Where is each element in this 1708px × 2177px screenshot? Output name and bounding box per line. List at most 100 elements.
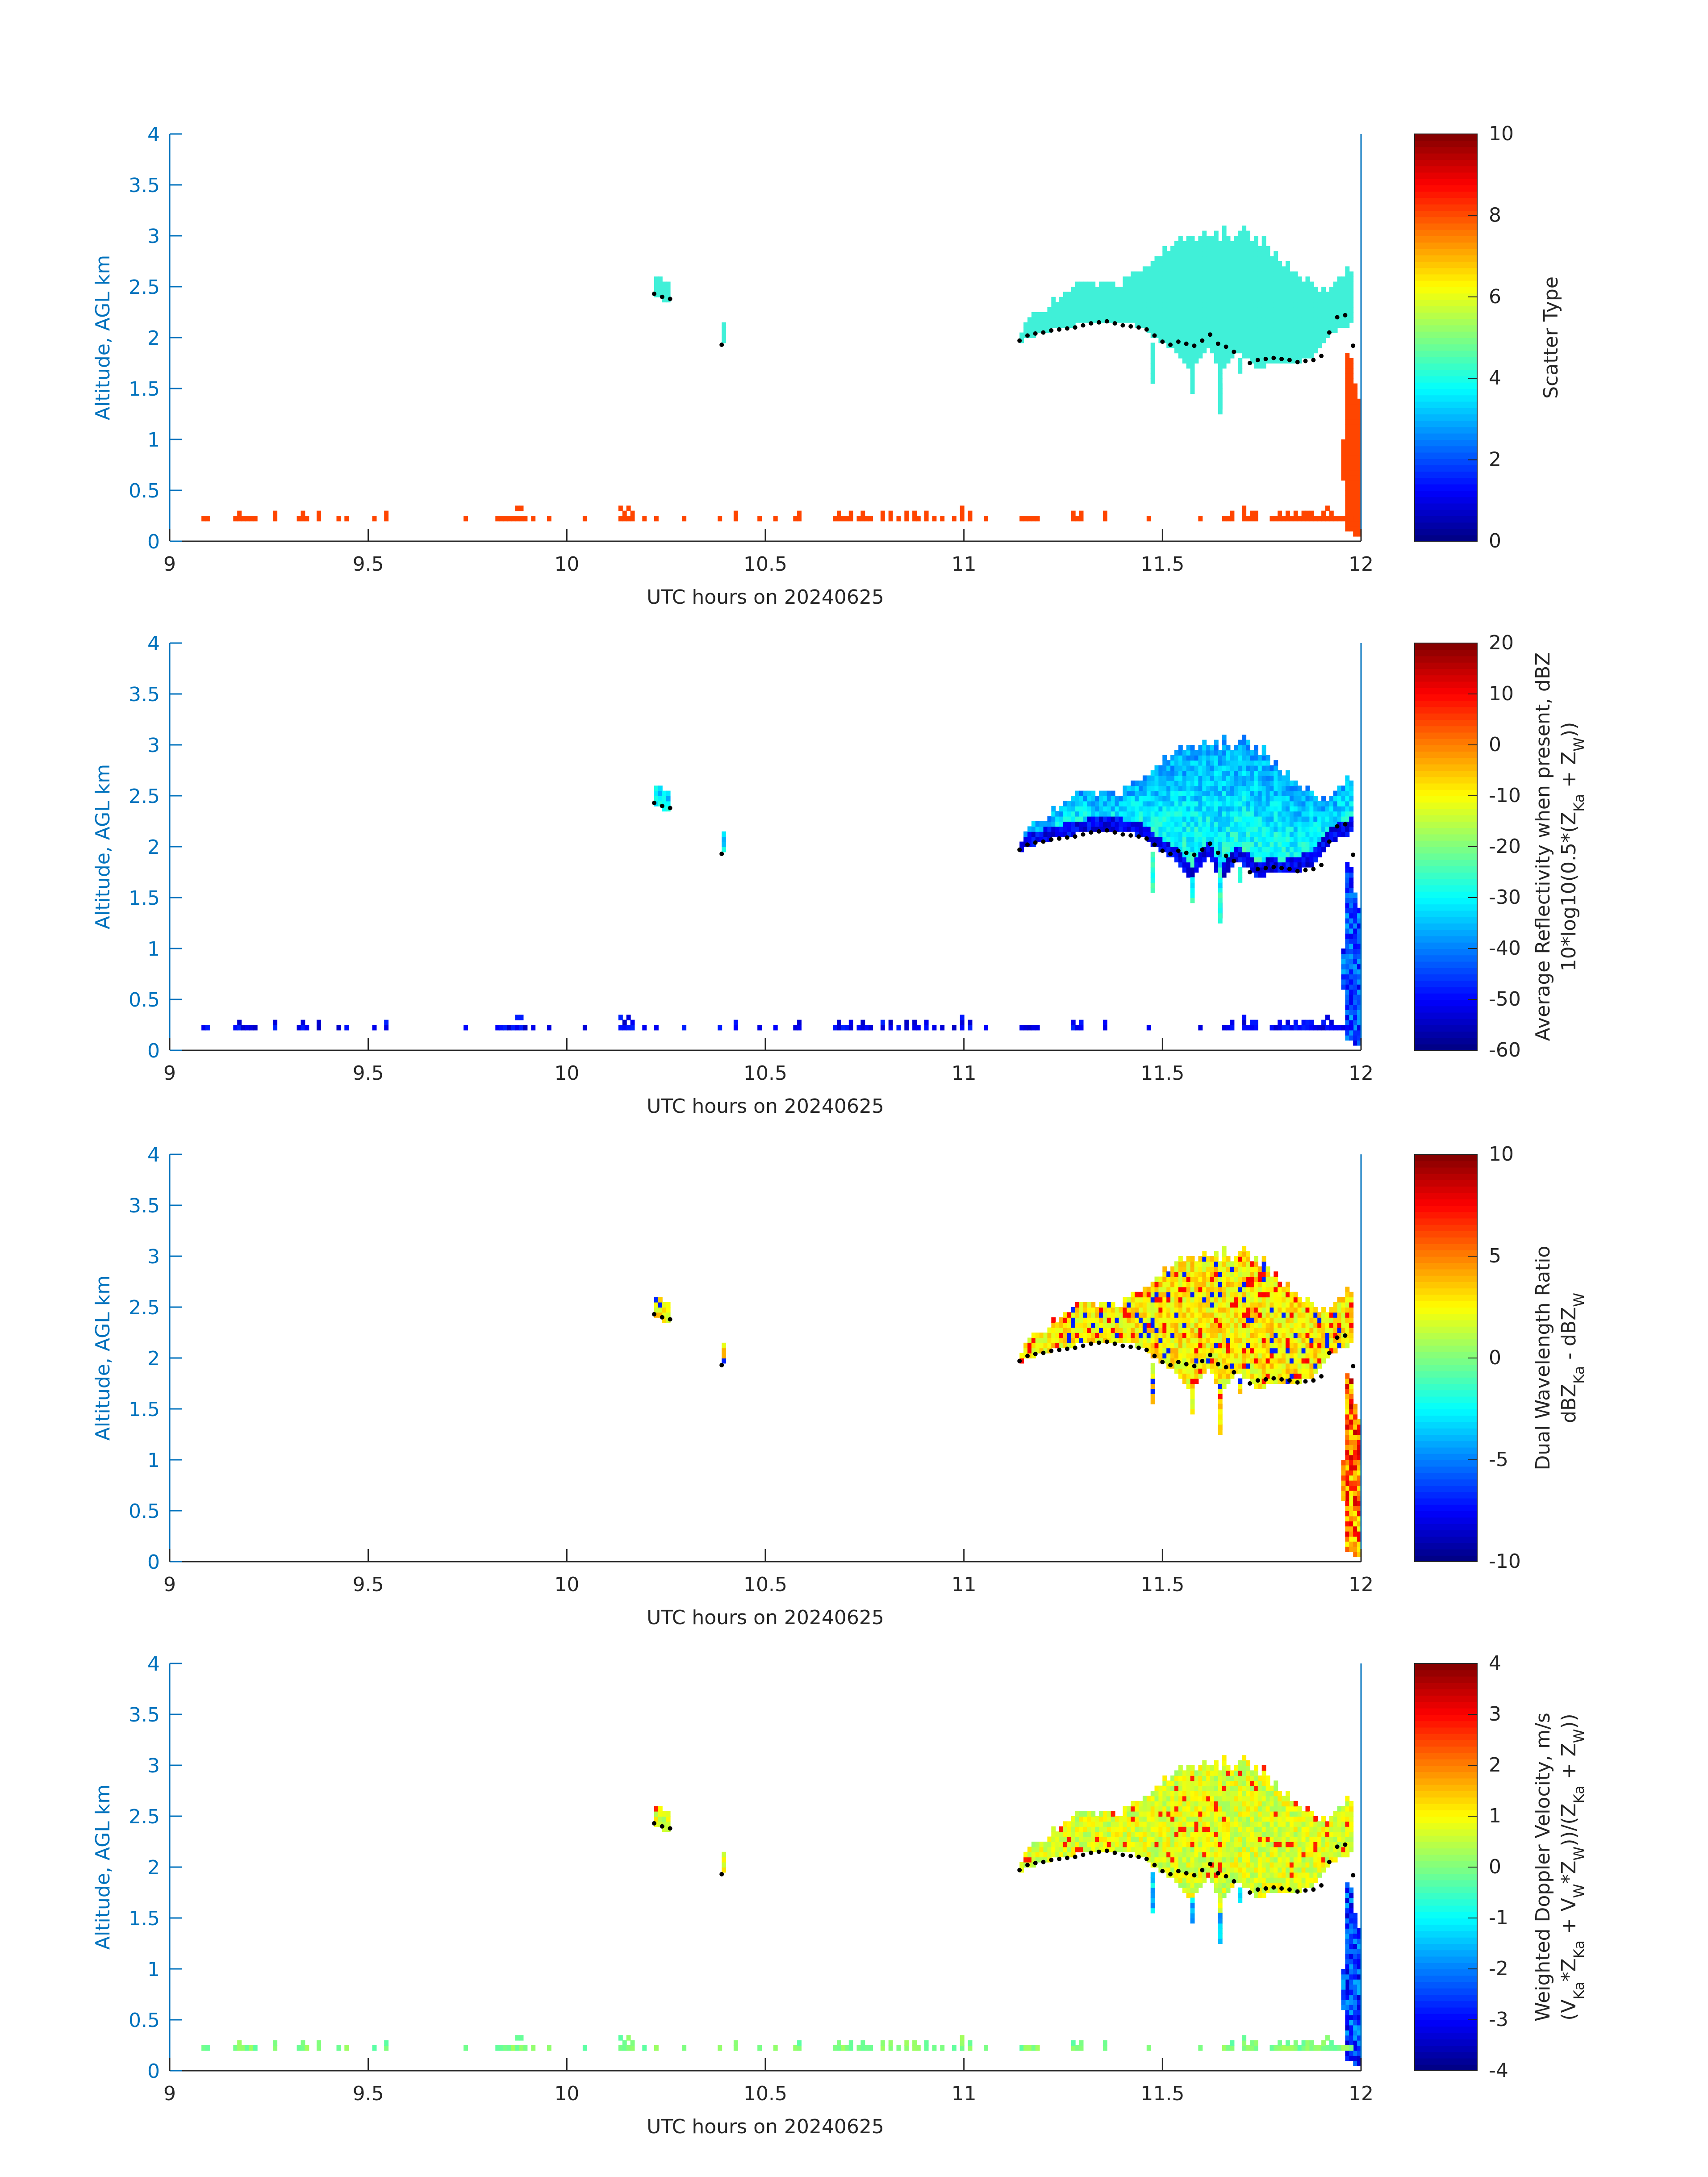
heatmap-cell	[1297, 292, 1302, 297]
heatmap-cell	[1226, 836, 1231, 842]
heatmap-cell	[1206, 1282, 1211, 1287]
heatmap-cell	[1261, 841, 1266, 847]
heatmap-cell	[1218, 1348, 1223, 1354]
heatmap-cell	[1250, 256, 1254, 262]
heatmap-cell	[1146, 801, 1151, 806]
heatmap-cell	[1333, 281, 1338, 287]
heatmap-cell	[1257, 1282, 1262, 1287]
heatmap-cell	[1301, 1373, 1306, 1379]
heatmap-cell	[1190, 786, 1195, 791]
heatmap-cell	[1218, 327, 1223, 333]
heatmap-cell	[1071, 1333, 1076, 1338]
heatmap-cell	[1079, 1302, 1084, 1308]
heatmap-cell	[1166, 317, 1171, 323]
heatmap-cell	[662, 796, 667, 802]
heatmap-cell	[1123, 317, 1128, 323]
colorbar-segment	[1415, 178, 1477, 185]
heatmap-cell	[1178, 338, 1183, 343]
heatmap-cell	[1305, 1353, 1310, 1358]
colorbar-tick-label: -30	[1489, 886, 1521, 909]
heatmap-cell	[1214, 271, 1219, 277]
heatmap-cell	[722, 332, 727, 338]
heatmap-cell	[1341, 979, 1346, 985]
heatmap-cell	[1261, 1368, 1266, 1374]
heatmap-cell	[1250, 276, 1254, 282]
heatmap-cell	[1123, 806, 1128, 812]
heatmap-cell	[1325, 1348, 1330, 1354]
heatmap-cell	[1282, 317, 1286, 323]
heatmap-cell	[1059, 302, 1064, 308]
heatmap-cell	[1289, 343, 1294, 348]
heatmap-cell	[1170, 775, 1175, 781]
heatmap-cell	[1142, 1312, 1147, 1318]
heatmap-cell	[1309, 312, 1314, 318]
heatmap-cell	[1349, 393, 1354, 399]
heatmap-cell	[1178, 1266, 1183, 1272]
heatmap-cell	[1321, 1337, 1326, 1343]
heatmap-cell	[1337, 786, 1342, 791]
heatmap-cell	[1178, 1317, 1183, 1323]
heatmap-cell	[1246, 1322, 1250, 1328]
heatmap-cell	[1309, 1373, 1314, 1379]
heatmap-cell	[1261, 1297, 1266, 1303]
heatmap-cell	[1190, 841, 1195, 847]
heatmap-cell	[1305, 862, 1310, 868]
heatmap-cell	[1170, 1276, 1175, 1282]
heatmap-cell	[1305, 281, 1310, 287]
cloud-base-dot	[1200, 338, 1205, 343]
heatmap-cell	[1226, 796, 1231, 802]
heatmap-cell	[1222, 1246, 1227, 1252]
heatmap-cell	[1349, 806, 1354, 812]
heatmap-cell	[1246, 516, 1250, 522]
heatmap-cell	[666, 281, 671, 287]
heatmap-cell	[984, 1025, 988, 1031]
heatmap-cell	[1091, 1302, 1096, 1308]
heatmap-cell	[1150, 292, 1155, 297]
heatmap-cell	[1174, 1297, 1179, 1303]
heatmap-cell	[1297, 786, 1302, 791]
heatmap-cell	[1226, 1261, 1231, 1267]
heatmap-cell	[880, 516, 885, 522]
heatmap-cell	[1305, 857, 1310, 863]
heatmap-cell	[1353, 419, 1358, 425]
heatmap-cell	[1293, 332, 1298, 338]
heatmap-cell	[1186, 1353, 1191, 1358]
heatmap-cell	[1182, 750, 1187, 756]
heatmap-cell	[1234, 826, 1239, 832]
heatmap-cell	[1317, 821, 1322, 827]
heatmap-cell	[1270, 1317, 1274, 1323]
heatmap-cell	[1059, 1342, 1064, 1349]
heatmap-cell	[1055, 1337, 1060, 1343]
heatmap-cell	[1341, 953, 1346, 959]
heatmap-cell	[1150, 826, 1155, 832]
heatmap-cell	[1349, 1500, 1354, 1506]
heatmap-cell	[1297, 862, 1302, 868]
heatmap-cell	[1305, 847, 1310, 852]
heatmap-cell	[1226, 266, 1231, 272]
y-tick-label: 4	[147, 123, 160, 146]
heatmap-cell	[1313, 841, 1318, 847]
heatmap-cell	[1222, 862, 1227, 868]
heatmap-cell	[1218, 1327, 1223, 1333]
heatmap-cell	[1202, 831, 1207, 837]
heatmap-cell	[1158, 811, 1163, 817]
heatmap-cell	[1317, 1025, 1322, 1031]
heatmap-cell	[1246, 1307, 1250, 1313]
heatmap-cell	[1329, 1317, 1334, 1323]
heatmap-cell	[1270, 1307, 1274, 1313]
heatmap-cell	[1182, 358, 1187, 364]
heatmap-cell	[1242, 775, 1247, 781]
heatmap-cell	[1345, 1424, 1350, 1430]
heatmap-cell	[1150, 378, 1155, 384]
heatmap-cell	[1337, 811, 1342, 817]
heatmap-cell	[1345, 1480, 1350, 1486]
heatmap-cell	[1202, 806, 1207, 812]
heatmap-cell	[1178, 841, 1183, 847]
heatmap-cell	[1150, 877, 1155, 883]
colorbar-segment	[1415, 1523, 1477, 1530]
heatmap-cell	[1242, 1373, 1247, 1379]
heatmap-cell	[1087, 302, 1092, 308]
heatmap-cell	[1139, 1302, 1143, 1308]
heatmap-cell	[1194, 1348, 1199, 1354]
heatmap-cell	[1297, 1307, 1302, 1313]
